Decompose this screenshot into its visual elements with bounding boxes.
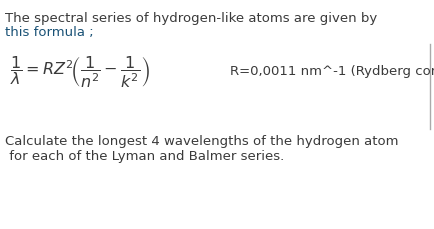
Text: The spectral series of hydrogen-like atoms are given by: The spectral series of hydrogen-like ato…	[5, 12, 377, 25]
Text: this formula ;: this formula ;	[5, 26, 94, 39]
Text: R=0,0011 nm^-1 (Rydberg constant): R=0,0011 nm^-1 (Rydberg constant)	[230, 65, 434, 78]
Text: $\dfrac{1}{\lambda} = RZ^{2}\!\left(\dfrac{1}{n^{2}} - \dfrac{1}{k^{2}}\right)$: $\dfrac{1}{\lambda} = RZ^{2}\!\left(\dfr…	[10, 54, 150, 90]
Text: Calculate the longest 4 wavelengths of the hydrogen atom: Calculate the longest 4 wavelengths of t…	[5, 134, 398, 147]
Text: for each of the Lyman and Balmer series.: for each of the Lyman and Balmer series.	[5, 149, 284, 162]
